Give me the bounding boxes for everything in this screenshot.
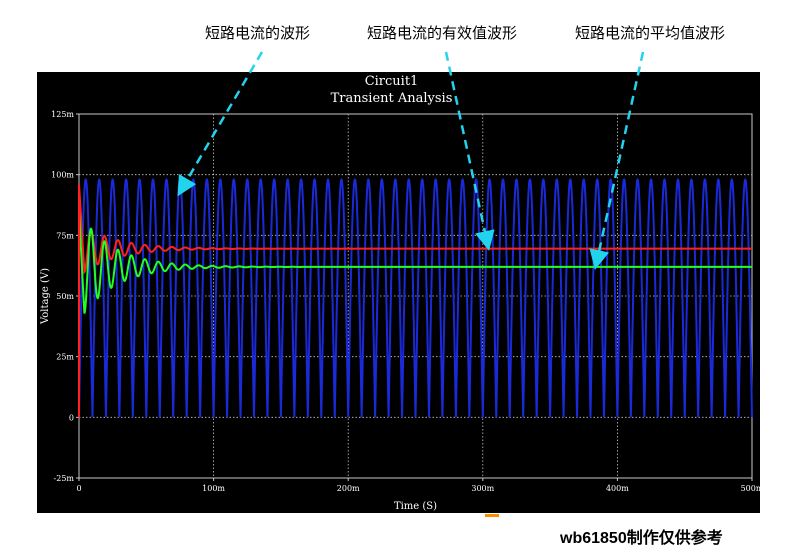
- y-tick-label: 0: [69, 413, 74, 422]
- x-tick-label: 300m: [471, 484, 494, 493]
- series-rms-line: [78, 184, 752, 275]
- x-tick-label: 0: [76, 484, 81, 493]
- y-tick-label: 75m: [56, 231, 74, 240]
- y-tick-label: -25m: [54, 474, 75, 483]
- x-tick-label: 100m: [202, 484, 225, 493]
- y-tick-label: 25m: [56, 353, 74, 362]
- watermark-text: wb61850制作仅供参考: [560, 530, 723, 547]
- plot-window: -25m 0 25m 50m 75m 100m 125m 0 100m 200m 300m 400m 5…: [37, 72, 760, 513]
- x-tick-label: 500m: [741, 484, 760, 493]
- y-axis-label: Voltage (V): [40, 268, 51, 325]
- y-tick-label: 100m: [51, 171, 74, 180]
- annotation-average: 短路电流的平均值波形: [575, 24, 726, 42]
- chart-title: Circuit1: [365, 74, 419, 89]
- orange-marker: [485, 514, 499, 517]
- x-axis-label: Time (S): [394, 501, 437, 512]
- chart-subtitle: Transient Analysis: [331, 91, 453, 106]
- annotation-waveform: 短路电流的波形: [205, 24, 311, 42]
- x-tick-label: 400m: [606, 484, 629, 493]
- series-waveform-line: [78, 178, 753, 418]
- annotation-rms: 短路电流的有效值波形: [367, 24, 518, 42]
- x-tick-label: 200m: [337, 484, 360, 493]
- series-average-line: [78, 211, 752, 314]
- y-tick-label: 50m: [56, 292, 74, 301]
- y-tick-label: 125m: [51, 110, 74, 119]
